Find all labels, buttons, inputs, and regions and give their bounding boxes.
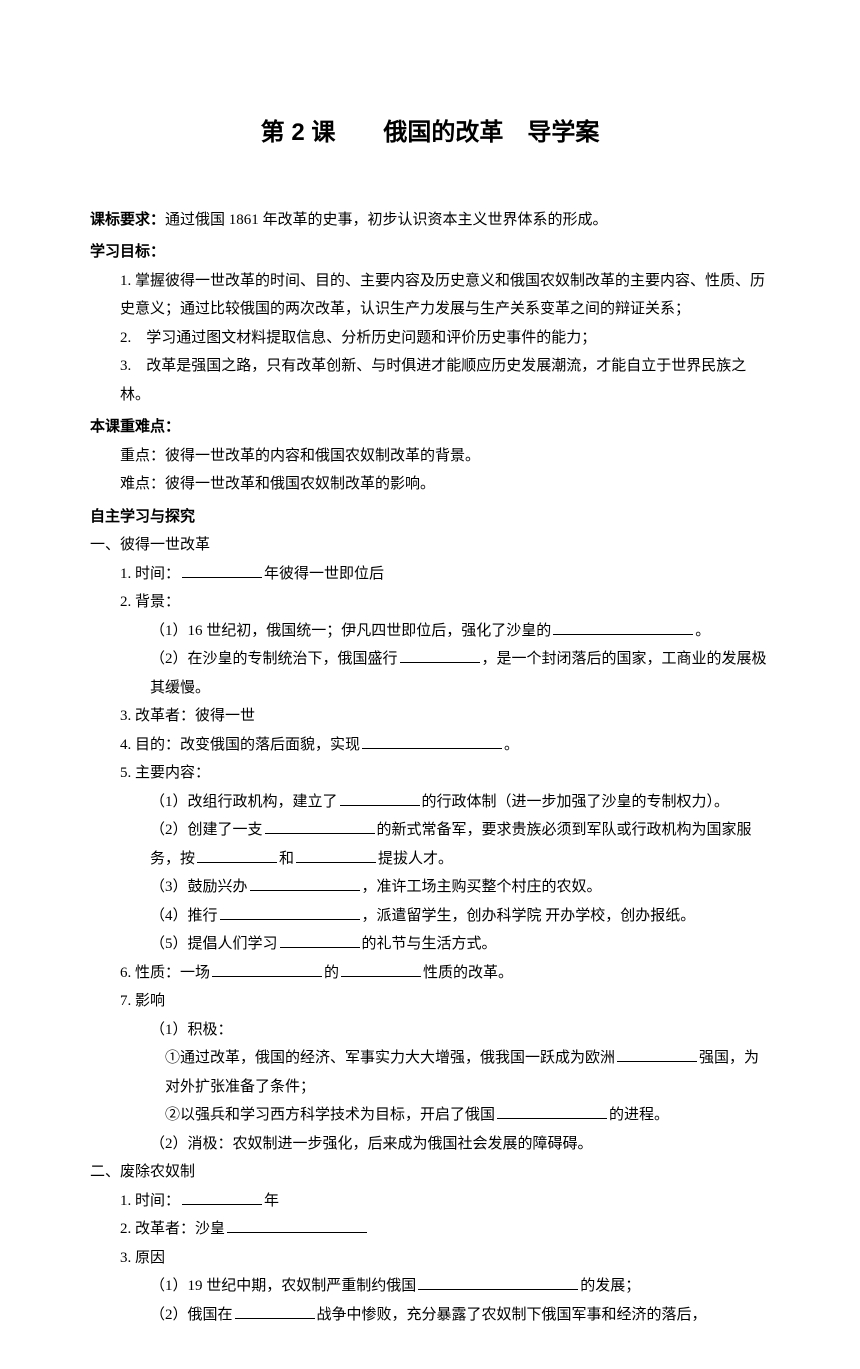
blank-fill[interactable] <box>341 959 421 977</box>
s2-reason-label: 3. 原因 <box>90 1244 770 1273</box>
s2-time-label: 1. 时间： <box>120 1193 180 1209</box>
blank-fill[interactable] <box>280 930 360 948</box>
s1-time-label: 1. 时间： <box>120 566 180 582</box>
s2-r2-suffix: 战争中惨败，充分暴露了农奴制下俄国军事和经济的落后， <box>317 1307 707 1323</box>
s1-c5-prefix: （5）提倡人们学习 <box>150 936 278 952</box>
requirement-label: 课标要求： <box>90 212 165 228</box>
blank-fill[interactable] <box>182 1187 262 1205</box>
s1-effect-pos-label: （1）积极： <box>90 1016 770 1045</box>
s1-c2-and: 和 <box>279 851 294 867</box>
blank-fill[interactable] <box>296 845 376 863</box>
s2-r1: （1）19 世纪中期，农奴制严重制约俄国 的发展； <box>90 1272 770 1301</box>
s1-effect-pos1: ①通过改革，俄国的经济、军事实力大大增强，俄我国一跃成为欧洲强国，为对外扩张准备… <box>90 1044 770 1101</box>
s1-effect-label: 7. 影响 <box>90 987 770 1016</box>
study-label: 自主学习与探究 <box>90 503 770 532</box>
s1-c5: （5）提倡人们学习 的礼节与生活方式。 <box>90 930 770 959</box>
s2-time: 1. 时间： 年 <box>90 1187 770 1216</box>
s2-time-suffix: 年 <box>264 1193 279 1209</box>
s1-content-label: 5. 主要内容： <box>90 759 770 788</box>
s1-bg1-suffix: 。 <box>695 623 710 639</box>
blank-fill[interactable] <box>182 560 262 578</box>
blank-fill[interactable] <box>362 731 502 749</box>
blank-fill[interactable] <box>617 1044 697 1062</box>
s1-c5-suffix: 的礼节与生活方式。 <box>362 936 497 952</box>
blank-fill[interactable] <box>212 959 322 977</box>
s1-purpose-prefix: 4. 目的：改变俄国的落后面貌，实现 <box>120 737 360 753</box>
s1-bg2: （2）在沙皇的专制统治下，俄国盛行，是一个封闭落后的国家，工商业的发展极其缓慢。 <box>90 645 770 702</box>
s1-bg-label: 2. 背景： <box>90 588 770 617</box>
keypoint-nan: 难点：彼得一世改革和俄国农奴制改革的影响。 <box>90 470 770 499</box>
section2-header: 二、废除农奴制 <box>90 1158 770 1187</box>
s1-c3-prefix: （3）鼓励兴办 <box>150 879 248 895</box>
objective-item: 3. 改革是强国之路，只有改革创新、与时俱进才能顺应历史发展潮流，才能自立于世界… <box>90 352 770 409</box>
blank-fill[interactable] <box>400 645 480 663</box>
objective-item: 1. 掌握彼得一世改革的时间、目的、主要内容及历史意义和俄国农奴制改革的主要内容… <box>90 267 770 324</box>
blank-fill[interactable] <box>250 873 360 891</box>
s1-reformer: 3. 改革者：彼得一世 <box>90 702 770 731</box>
s1-purpose: 4. 目的：改变俄国的落后面貌，实现 。 <box>90 731 770 760</box>
s1-c4-suffix: ，派遣留学生，创办科学院 开办学校，创办报纸。 <box>362 908 696 924</box>
blank-fill[interactable] <box>197 845 277 863</box>
s2-r1-suffix: 的发展； <box>580 1278 640 1294</box>
section1-header: 一、彼得一世改革 <box>90 531 770 560</box>
s1-c3-suffix: ，准许工场主购买整个村庄的农奴。 <box>362 879 602 895</box>
s1-c2-prefix: （2）创建了一支 <box>150 822 263 838</box>
s1-effect-pos2-suffix: 的进程。 <box>609 1107 669 1123</box>
s1-nature: 6. 性质：一场 的 性质的改革。 <box>90 959 770 988</box>
blank-fill[interactable] <box>227 1215 367 1233</box>
s1-c3: （3）鼓励兴办 ，准许工场主购买整个村庄的农奴。 <box>90 873 770 902</box>
s1-nature-prefix: 6. 性质：一场 <box>120 965 210 981</box>
s1-c4-prefix: （4）推行 <box>150 908 218 924</box>
keypoint-zhong: 重点：彼得一世改革的内容和俄国农奴制改革的背景。 <box>90 442 770 471</box>
objective-item: 2. 学习通过图文材料提取信息、分析历史问题和评价历史事件的能力； <box>90 324 770 353</box>
s2-reformer: 2. 改革者：沙皇 <box>90 1215 770 1244</box>
s1-effect-pos2-prefix: ②以强兵和学习西方科学技术为目标，开启了俄国 <box>165 1106 495 1123</box>
s2-reformer-prefix: 2. 改革者：沙皇 <box>120 1221 225 1237</box>
s1-nature-mid: 的 <box>324 965 339 981</box>
s1-purpose-suffix: 。 <box>504 737 519 753</box>
s2-r1-prefix: （1）19 世纪中期，农奴制严重制约俄国 <box>150 1278 416 1294</box>
blank-fill[interactable] <box>265 816 375 834</box>
s1-time-suffix: 年彼得一世即位后 <box>264 566 384 582</box>
requirement-line: 课标要求：通过俄国 1861 年改革的史事，初步认识资本主义世界体系的形成。 <box>90 206 770 235</box>
blank-fill[interactable] <box>235 1301 315 1319</box>
blank-fill[interactable] <box>220 902 360 920</box>
blank-fill[interactable] <box>340 788 420 806</box>
requirement-text: 通过俄国 1861 年改革的史事，初步认识资本主义世界体系的形成。 <box>165 212 608 228</box>
s1-c2-suffix: 提拔人才。 <box>378 851 453 867</box>
blank-fill[interactable] <box>418 1272 578 1290</box>
blank-fill[interactable] <box>553 617 693 635</box>
s1-c1: （1）改组行政机构，建立了 的行政体制（进一步加强了沙皇的专制权力）。 <box>90 788 770 817</box>
s1-effect-pos1-prefix: ①通过改革，俄国的经济、军事实力大大增强，俄我国一跃成为欧洲 <box>165 1049 615 1066</box>
keypoints-label: 本课重难点： <box>90 413 770 442</box>
s1-nature-suffix: 性质的改革。 <box>423 965 513 981</box>
s2-r2: （2）俄国在 战争中惨败，充分暴露了农奴制下俄国军事和经济的落后， <box>90 1301 770 1330</box>
s1-c4: （4）推行 ，派遣留学生，创办科学院 开办学校，创办报纸。 <box>90 902 770 931</box>
s1-effect-neg: （2）消极：农奴制进一步强化，后来成为俄国社会发展的障碍碍。 <box>90 1130 770 1159</box>
s1-bg1-prefix: （1）16 世纪初，俄国统一；伊凡四世即位后，强化了沙皇的 <box>150 623 551 639</box>
blank-fill[interactable] <box>497 1101 607 1119</box>
s1-c1-prefix: （1）改组行政机构，建立了 <box>150 794 338 810</box>
s1-time: 1. 时间： 年彼得一世即位后 <box>90 560 770 589</box>
s1-c2: （2）创建了一支的新式常备军，要求贵族必须到军队或行政机构为国家服务，按和提拔人… <box>90 816 770 873</box>
s1-c1-suffix: 的行政体制（进一步加强了沙皇的专制权力）。 <box>422 794 730 810</box>
s1-bg2-prefix: （2）在沙皇的专制统治下，俄国盛行 <box>150 651 398 667</box>
s1-bg1: （1）16 世纪初，俄国统一；伊凡四世即位后，强化了沙皇的 。 <box>90 617 770 646</box>
s2-r2-prefix: （2）俄国在 <box>150 1307 233 1323</box>
objectives-label: 学习目标： <box>90 238 770 267</box>
page-title: 第 2 课 俄国的改革 导学案 <box>90 110 770 156</box>
s1-effect-pos2: ②以强兵和学习西方科学技术为目标，开启了俄国 的进程。 <box>90 1101 770 1130</box>
